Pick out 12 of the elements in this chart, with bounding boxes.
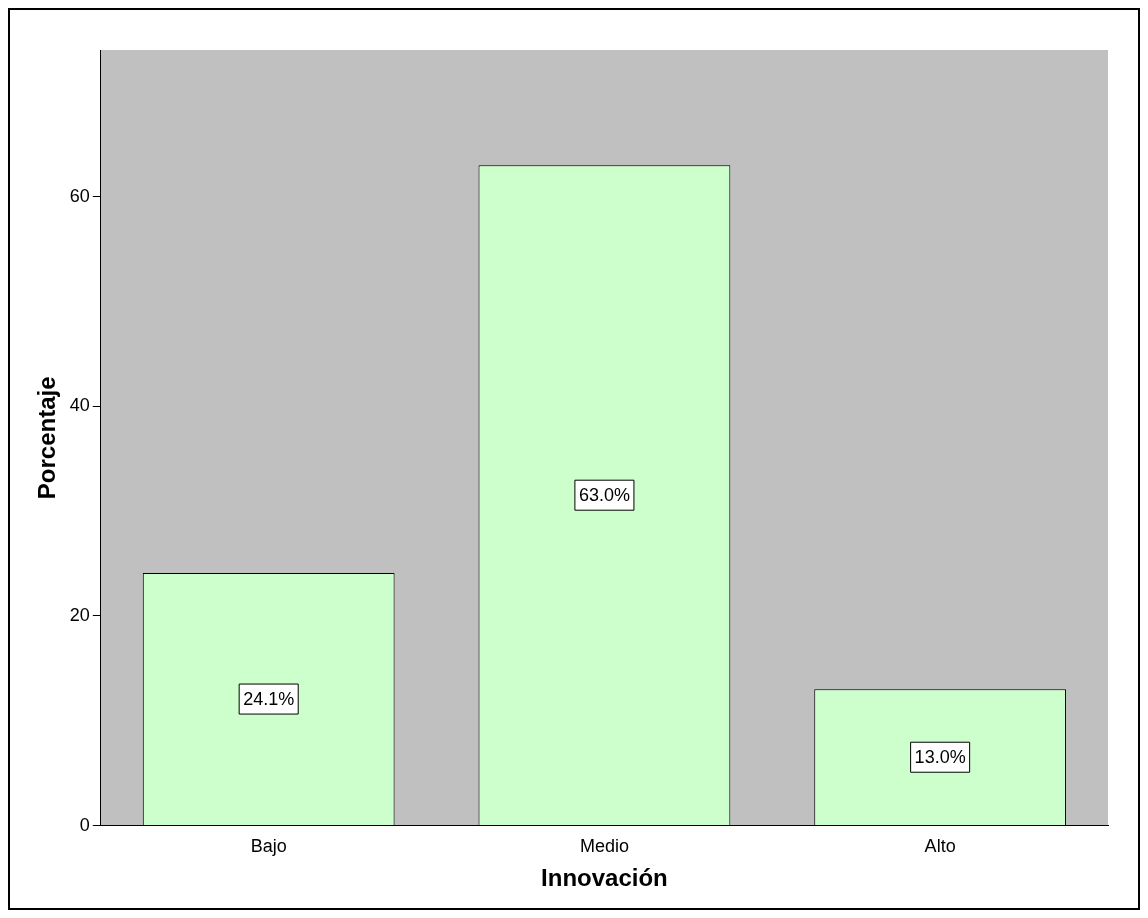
data-label: 13.0% <box>914 747 966 768</box>
data-label: 24.1% <box>243 689 295 710</box>
y-tick-label: 20 <box>69 604 90 625</box>
x-tick-label: Bajo <box>250 836 287 857</box>
x-tick-label: Alto <box>924 836 956 857</box>
x-axis-title: Innovación <box>541 864 668 892</box>
y-tick-label: 60 <box>69 185 90 206</box>
y-tick-label: 40 <box>69 395 90 416</box>
x-tick-label: Medio <box>579 836 629 857</box>
y-axis-title: Porcentaje <box>33 376 61 500</box>
data-label: 63.0% <box>578 485 630 506</box>
y-tick-label: 0 <box>79 814 90 835</box>
